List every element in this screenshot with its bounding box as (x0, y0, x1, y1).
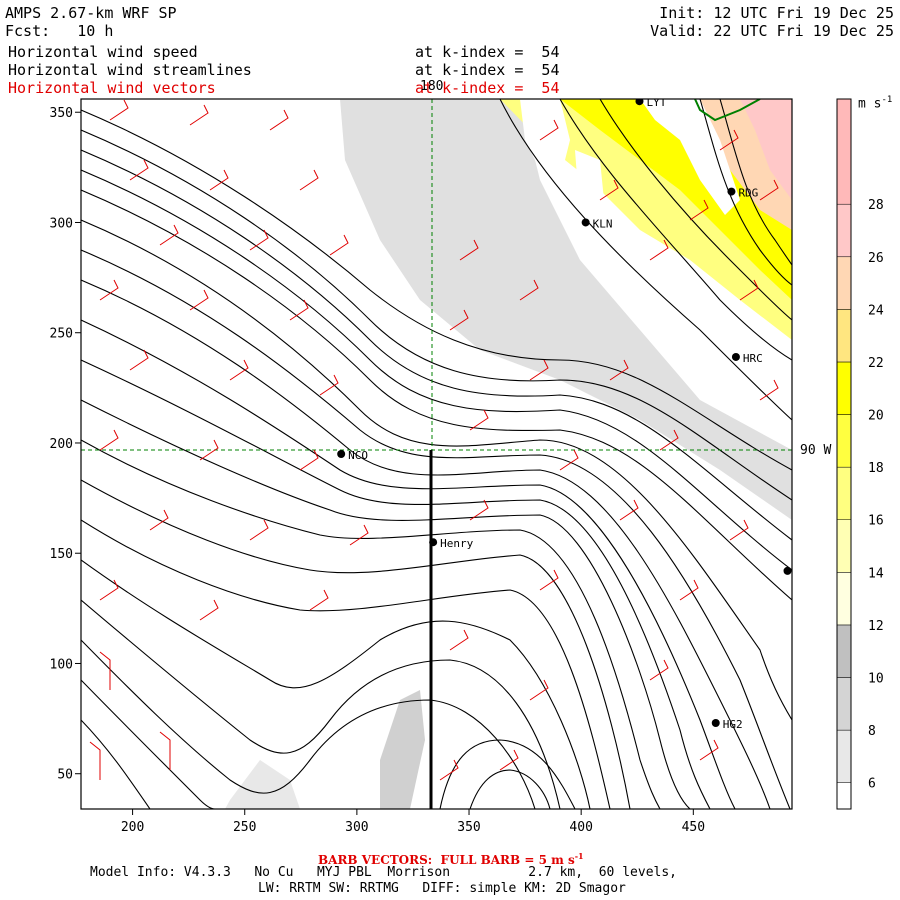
station-HRC-label: HRC (743, 352, 763, 365)
station-NCO-label: NCO (348, 449, 368, 462)
fcst-label: Fcst: (5, 22, 51, 40)
y-tick-label: 150 (50, 547, 73, 562)
x-axis: 200 250 300 350 400 450 (121, 809, 705, 835)
field-3-name: Horizontal wind vectors (8, 79, 216, 97)
model-title: AMPS 2.67-km WRF SP (5, 4, 177, 22)
x-tick-label: 250 (233, 820, 256, 835)
colorbar-label: 28 (868, 198, 884, 213)
colorbar-label: 20 (868, 409, 884, 424)
station-LYT-marker (635, 99, 644, 106)
station-HG2-marker (711, 719, 720, 728)
station-Henry-marker (429, 538, 438, 547)
valid-time: Valid: 22 UTC Fri 19 Dec 25 (650, 22, 894, 40)
colorbar-label: 18 (868, 461, 884, 476)
colorbar-swatch (836, 466, 852, 520)
station-KLN-label: KLN (593, 217, 613, 230)
colorbar-label: 6 (868, 777, 876, 792)
station-markers: LYT RDG KLN HRC NCO Henry HG2 (337, 96, 792, 731)
x-tick-label: 450 (682, 820, 705, 835)
colorbar-swatch (836, 203, 852, 258)
wind-streamlines (81, 99, 792, 809)
coastline (694, 99, 761, 122)
field-2-name: Horizontal wind streamlines (8, 61, 252, 79)
colorbar-label: 24 (868, 303, 884, 318)
station-KLN-marker (581, 218, 590, 227)
latitude-label: 90 W (800, 443, 832, 458)
field-1-name: Horizontal wind speed (8, 43, 198, 61)
station-HRC-marker (731, 352, 740, 361)
y-axis: 350 300 250 200 150 100 50 (50, 106, 81, 783)
field-3-level: at k-index = 54 (415, 79, 560, 97)
station-RDG-label: RDG (738, 187, 758, 200)
colorbar-swatch (836, 309, 852, 363)
y-tick-label: 250 (50, 327, 73, 342)
y-tick-label: 50 (57, 768, 73, 783)
field-2-level: at k-index = 54 (415, 61, 560, 79)
station-RDG-marker (727, 187, 736, 196)
station-Henry-label: Henry (440, 537, 473, 550)
meridian-label: 180 (420, 79, 444, 94)
colorbar-swatch (836, 572, 852, 626)
colorbar-swatch (836, 624, 852, 678)
station-NCO-marker (337, 450, 346, 458)
station-HG2-label: HG2 (723, 718, 743, 731)
wind-barbs (89, 99, 779, 781)
physics-info: LW: RRTM SW: RRTMG DIFF: simple KM: 2D S… (258, 881, 626, 896)
y-tick-label: 200 (50, 437, 73, 452)
forecast-hour: Fcst: 10 h (5, 23, 113, 40)
y-tick-label: 300 (50, 216, 73, 231)
colorbar: 6 8 10 12 14 16 18 20 22 24 26 28 (836, 98, 884, 810)
colorbar-swatch (836, 677, 852, 731)
colorbar-label: 8 (868, 724, 876, 739)
colorbar-swatch (836, 519, 852, 573)
colorbar-swatch (836, 782, 852, 810)
colorbar-label: 22 (868, 356, 884, 371)
barb-note: BARB VECTORS: FULL BARB = 5 m s-1 (318, 851, 584, 867)
fcst-value: 10 h (77, 22, 114, 40)
y-tick-label: 100 (50, 657, 73, 672)
colorbar-label: 14 (868, 566, 884, 581)
colorbar-label: 16 (868, 514, 884, 529)
colorbar-label: 26 (868, 251, 884, 266)
colorbar-swatch (836, 98, 852, 205)
colorbar-label: 10 (868, 672, 884, 687)
colorbar-label: 12 (868, 619, 884, 634)
colorbar-swatch (836, 729, 852, 783)
x-tick-label: 200 (121, 820, 144, 835)
colorbar-units: m s-1 (858, 95, 893, 112)
station-LYT-label: LYT (646, 96, 666, 109)
y-tick-label: 350 (50, 106, 73, 121)
colorbar-frame (836, 98, 852, 810)
model-info: Model Info: V4.3.3 No Cu MYJ PBL Morriso… (90, 865, 677, 880)
x-tick-label: 400 (569, 820, 592, 835)
x-tick-label: 300 (345, 820, 368, 835)
station-EDGE-marker (783, 566, 792, 575)
colorbar-swatch (836, 256, 852, 310)
x-tick-label: 350 (457, 820, 480, 835)
plot-frame (80, 98, 793, 810)
lat-lon-grid (81, 99, 792, 451)
field-1-level: at k-index = 54 (415, 43, 560, 61)
init-time: Init: 12 UTC Fri 19 Dec 25 (659, 4, 894, 22)
colorbar-swatch (836, 414, 852, 468)
colorbar-swatch (836, 361, 852, 415)
